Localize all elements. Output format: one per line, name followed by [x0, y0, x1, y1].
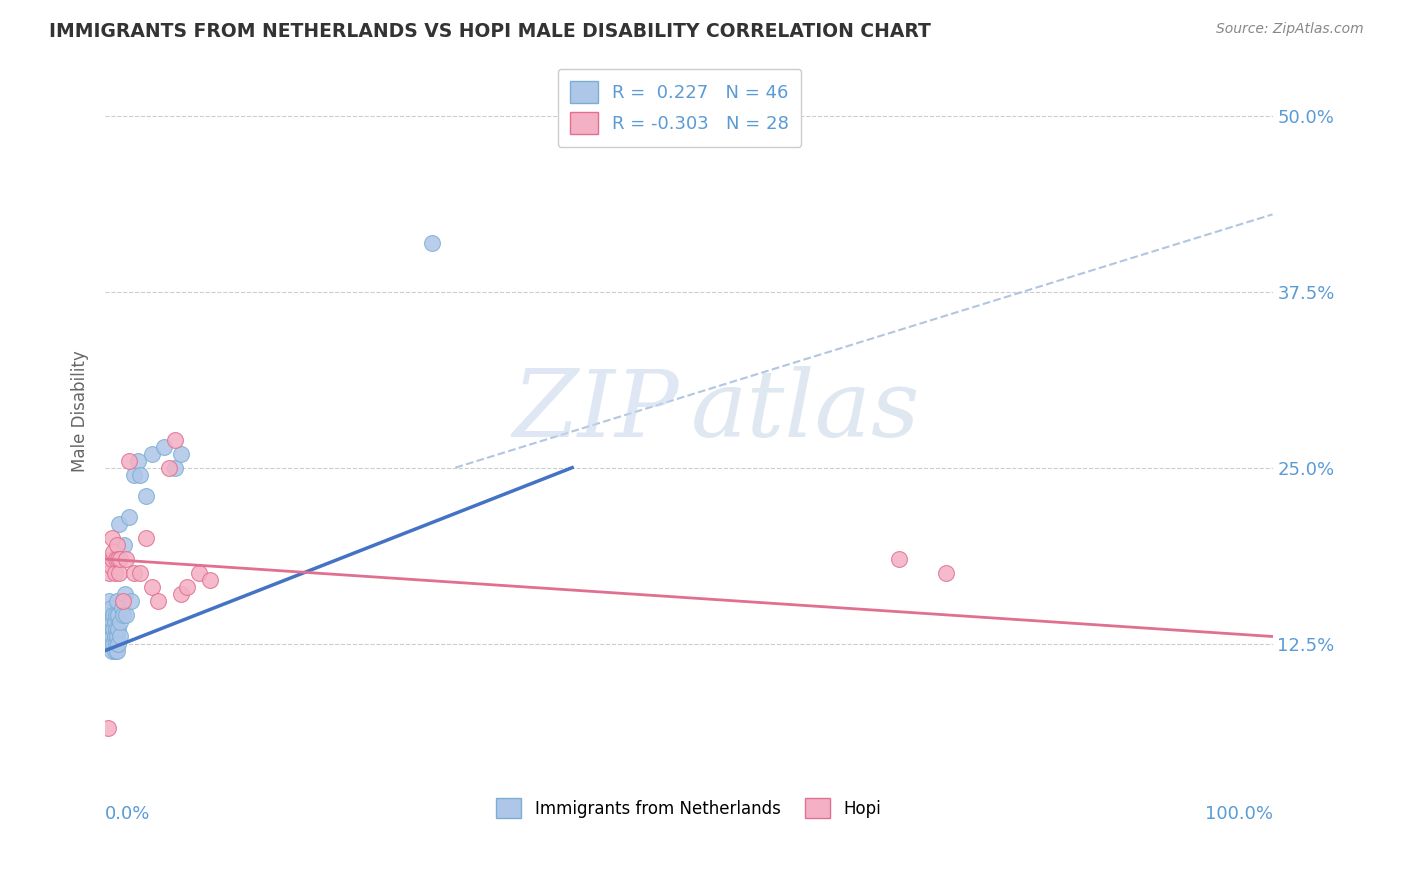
Point [110, 630, 132, 644]
Point [100, 608, 122, 623]
Point [141, 446, 163, 460]
Point [107, 623, 129, 637]
Point [135, 531, 157, 545]
Point [165, 433, 187, 447]
Point [110, 601, 132, 615]
Point [101, 615, 124, 630]
Point [187, 566, 209, 581]
Point [103, 623, 125, 637]
Legend: Immigrants from Netherlands, Hopi: Immigrants from Netherlands, Hopi [489, 791, 889, 825]
Point [152, 440, 174, 454]
Text: IMMIGRANTS FROM NETHERLANDS VS HOPI MALE DISABILITY CORRELATION CHART: IMMIGRANTS FROM NETHERLANDS VS HOPI MALE… [49, 22, 931, 41]
Point [107, 636, 129, 650]
Point [104, 608, 127, 623]
Point [98, 615, 121, 630]
Point [200, 573, 222, 587]
Point [101, 552, 124, 566]
Point [103, 608, 125, 623]
Point [108, 566, 131, 581]
Point [120, 594, 142, 608]
Point [97, 608, 120, 623]
Point [115, 608, 138, 623]
Point [105, 643, 128, 657]
Point [96, 623, 118, 637]
Text: 100.0%: 100.0% [1205, 805, 1272, 823]
Point [111, 608, 134, 623]
Point [146, 594, 169, 608]
Text: 0.0%: 0.0% [105, 805, 150, 823]
Point [96, 721, 118, 735]
Point [101, 630, 124, 644]
Point [117, 509, 139, 524]
Point [117, 453, 139, 467]
Point [935, 566, 957, 581]
Point [100, 623, 122, 637]
Point [115, 552, 138, 566]
Point [103, 630, 125, 644]
Point [141, 580, 163, 594]
Point [103, 566, 125, 581]
Text: atlas: atlas [690, 367, 921, 457]
Point [100, 559, 122, 574]
Point [101, 643, 124, 657]
Point [103, 615, 125, 630]
Point [170, 587, 193, 601]
Point [112, 538, 135, 552]
Point [100, 601, 122, 615]
Point [105, 538, 128, 552]
Point [104, 552, 127, 566]
Point [103, 545, 125, 559]
Point [107, 552, 129, 566]
Point [110, 552, 132, 566]
Point [176, 580, 198, 594]
Point [101, 531, 124, 545]
Point [157, 460, 180, 475]
Point [165, 460, 187, 475]
Point [114, 587, 136, 601]
Point [98, 630, 121, 644]
Point [104, 636, 127, 650]
Point [97, 594, 120, 608]
Point [124, 467, 146, 482]
Point [105, 594, 128, 608]
Point [129, 467, 152, 482]
Point [110, 615, 132, 630]
Y-axis label: Male Disability: Male Disability [72, 351, 89, 472]
Text: Source: ZipAtlas.com: Source: ZipAtlas.com [1216, 22, 1364, 37]
Point [420, 235, 443, 250]
Point [170, 446, 193, 460]
Text: ZIP: ZIP [512, 367, 679, 457]
Point [104, 623, 127, 637]
Point [100, 636, 122, 650]
Point [127, 453, 149, 467]
Point [111, 594, 134, 608]
Point [135, 489, 157, 503]
Point [129, 566, 152, 581]
Point [107, 608, 129, 623]
Point [105, 630, 128, 644]
Point [887, 552, 910, 566]
Point [108, 516, 131, 531]
Point [103, 636, 125, 650]
Point [97, 566, 120, 581]
Point [103, 643, 125, 657]
Point [124, 566, 146, 581]
